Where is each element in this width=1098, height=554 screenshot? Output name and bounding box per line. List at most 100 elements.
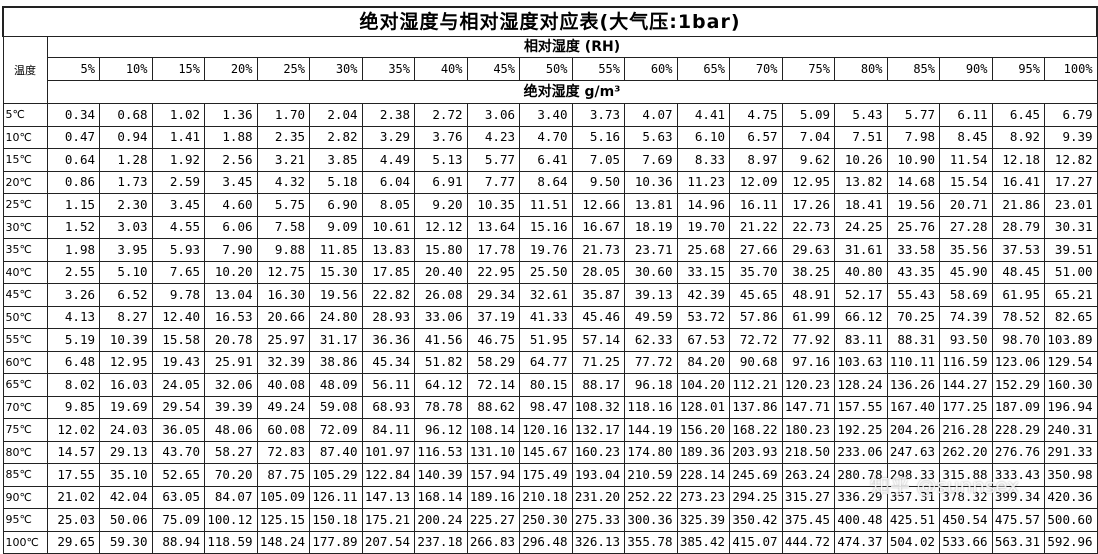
table-cell: 420.36 [1044,485,1098,509]
table-cell: 228.29 [991,418,1045,442]
table-cell: 168.14 [414,485,468,509]
table-cell: 29.54 [151,395,205,419]
table-cell: 4.70 [519,125,573,149]
table-cell: 25.50 [519,260,573,284]
table-cell: 140.39 [414,463,468,487]
table-cell: 48.91 [781,283,835,307]
table-cell: 15.16 [519,215,573,239]
table-cell: 98.47 [519,395,573,419]
rh-column-header: 35% [361,57,415,81]
table-cell: 13.64 [466,215,520,239]
table-cell: 3.45 [204,170,258,194]
table-cell: 38.25 [781,260,835,284]
humidity-table: 绝对湿度与相对湿度对应表(大气压:1bar) 温度 相对湿度 (RH) 5% 10… [1,6,1098,554]
rh-column-header: 50% [519,57,573,81]
table-cell: 1.28 [99,148,153,172]
table-cell: 39.51 [1044,238,1098,262]
table-cell: 8.45 [939,125,993,149]
table-cell: 16.11 [729,193,783,217]
table-cell: 8.05 [361,193,415,217]
table-cell: 0.94 [99,125,153,149]
table-cell: 9.88 [256,238,310,262]
table-cell: 62.33 [624,328,678,352]
temperature-header: 温度 [2,36,48,104]
table-cell: 5.93 [151,238,205,262]
table-cell: 325.39 [676,508,730,532]
table-cell: 51.95 [519,328,573,352]
table-cell: 43.35 [886,260,940,284]
table-cell: 45.90 [939,260,993,284]
table-cell: 72.72 [729,328,783,352]
table-cell: 415.07 [729,530,783,554]
table-cell: 5.77 [886,103,940,127]
table-cell: 30.31 [1044,215,1098,239]
table-cell: 12.95 [99,350,153,374]
table-cell: 150.18 [309,508,363,532]
table-cell: 474.37 [834,530,888,554]
rh-column-header: 40% [414,57,468,81]
table-cell: 9.78 [151,283,205,307]
table-cell: 152.29 [991,373,1045,397]
table-cell: 83.11 [834,328,888,352]
table-cell: 12.75 [256,260,310,284]
table-cell: 61.95 [991,283,1045,307]
table-cell: 6.90 [309,193,363,217]
table-cell: 103.63 [834,350,888,374]
table-cell: 228.14 [676,463,730,487]
table-cell: 355.78 [624,530,678,554]
table-cell: 21.02 [46,485,100,509]
table-cell: 61.99 [781,305,835,329]
table-cell: 3.29 [361,125,415,149]
table-cell: 67.53 [676,328,730,352]
table-cell: 42.39 [676,283,730,307]
table-cell: 74.39 [939,305,993,329]
table-cell: 7.90 [204,238,258,262]
table-cell: 35.56 [939,238,993,262]
table-cell: 6.45 [991,103,1045,127]
table-cell: 101.97 [361,440,415,464]
table-cell: 28.79 [991,215,1045,239]
table-cell: 11.51 [519,193,573,217]
table-cell: 294.25 [729,485,783,509]
table-cell: 3.45 [151,193,205,217]
table-cell: 22.73 [781,215,835,239]
table-cell: 9.20 [414,193,468,217]
table-cell: 7.04 [781,125,835,149]
table-cell: 1.92 [151,148,205,172]
table-cell: 128.01 [676,395,730,419]
table-row: 60℃ 6.48 12.95 19.43 25.91 32.39 38.86 45.34 51.… [2,350,1098,374]
table-cell: 25.68 [676,238,730,262]
table-row: 45℃ 3.26 6.52 9.78 13.04 16.30 19.56 22.82 26.08… [2,283,1098,307]
table-cell: 504.02 [886,530,940,554]
table-cell: 378.32 [939,485,993,509]
table-cell: 10.39 [99,328,153,352]
table-cell: 2.82 [309,125,363,149]
table-cell: 5.77 [466,148,520,172]
table-cell: 53.72 [676,305,730,329]
table-cell: 39.13 [624,283,678,307]
table-cell: 500.60 [1044,508,1098,532]
table-cell: 17.55 [46,463,100,487]
table-cell: 326.13 [571,530,625,554]
rh-column-header: 5% [46,57,100,81]
table-cell: 3.73 [571,103,625,127]
table-cell: 12.02 [46,418,100,442]
table-cell: 50.06 [99,508,153,532]
table-cell: 14.68 [886,170,940,194]
table-cell: 19.69 [99,395,153,419]
table-cell: 4.60 [204,193,258,217]
table-cell: 5.19 [46,328,100,352]
table-cell: 6.91 [414,170,468,194]
table-cell: 35.87 [571,283,625,307]
table-cell: 252.22 [624,485,678,509]
table-cell: 18.41 [834,193,888,217]
table-cell: 10.61 [361,215,415,239]
table-cell: 25.03 [46,508,100,532]
table-row: 75℃ 12.02 24.03 36.05 48.06 60.08 72.09 84.11 96… [2,418,1098,442]
table-cell: 167.40 [886,395,940,419]
table-row: 30℃ 1.52 3.03 4.55 6.06 7.58 9.09 10.61 12.12 13.… [2,215,1098,239]
table-cell: 11.85 [309,238,363,262]
table-cell: 24.25 [834,215,888,239]
table-cell: 203.93 [729,440,783,464]
table-cell: 187.09 [991,395,1045,419]
